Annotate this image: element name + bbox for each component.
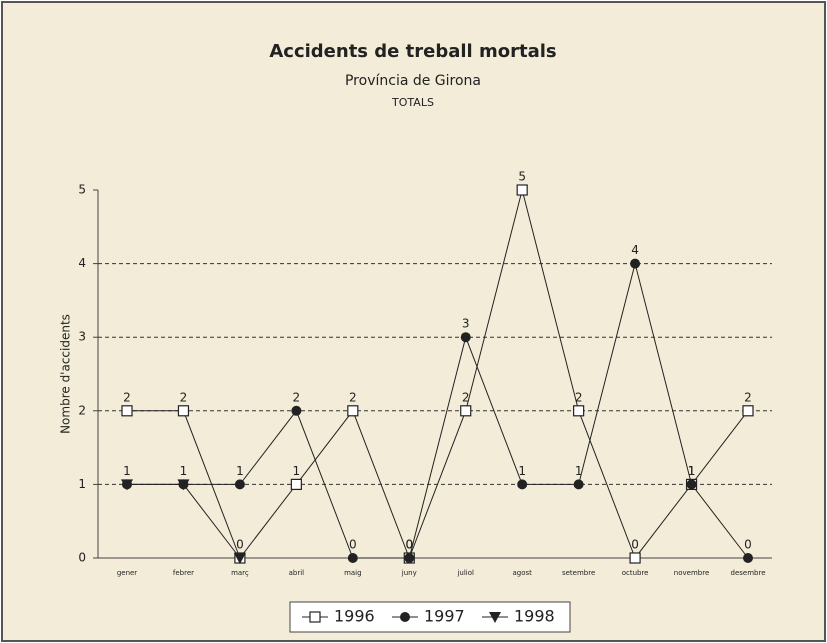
y-tick-label: 0	[78, 551, 86, 565]
marker	[291, 405, 302, 416]
y-tick-label: 3	[78, 330, 86, 344]
data-label: 2	[349, 390, 357, 404]
marker	[489, 612, 501, 623]
marker	[630, 258, 641, 269]
marker	[516, 184, 528, 196]
data-label: 1	[236, 464, 244, 478]
marker	[177, 479, 190, 491]
data-label: 2	[744, 390, 752, 404]
x-tick-label: juny	[401, 569, 417, 577]
chart-subtitle: Província de Girona	[345, 73, 481, 89]
x-tick-label: maig	[344, 569, 362, 577]
data-label: 5	[518, 170, 526, 184]
data-label: 2	[293, 390, 301, 404]
marker	[400, 612, 410, 622]
marker	[121, 479, 133, 491]
marker	[309, 611, 321, 623]
y-tick-label: 1	[78, 477, 86, 491]
data-label: 2	[123, 390, 131, 404]
y-axis-label: Nombre d'accidents	[59, 314, 73, 434]
x-tick-label: octubre	[622, 569, 649, 577]
x-tick-label: novembre	[674, 569, 709, 577]
data-label: 2	[575, 390, 583, 404]
marker	[460, 405, 472, 417]
marker	[121, 405, 133, 417]
marker	[347, 553, 358, 563]
legend-label: 1998	[514, 607, 555, 626]
data-label: 1	[518, 464, 526, 478]
data-label: 1	[688, 464, 696, 478]
marker	[573, 405, 585, 417]
marker	[629, 552, 641, 564]
data-label: 1	[575, 464, 583, 478]
data-label: 0	[631, 538, 639, 552]
marker	[233, 553, 246, 564]
series-line	[127, 263, 749, 559]
x-tick-label: març	[231, 569, 249, 577]
marker	[743, 553, 753, 563]
data-label: 2	[180, 390, 188, 404]
data-label: 2	[462, 390, 470, 404]
data-label: 3	[462, 317, 470, 331]
y-tick-label: 2	[78, 403, 86, 417]
chart-subtitle: TOTALS	[391, 96, 434, 109]
x-tick-label: agost	[512, 569, 532, 577]
data-label: 1	[293, 464, 301, 478]
data-label: 1	[180, 464, 188, 478]
x-tick-label: febrer	[173, 569, 194, 577]
data-label: 0	[405, 538, 413, 552]
x-tick-label: abril	[289, 569, 305, 577]
marker	[347, 405, 359, 417]
marker	[573, 479, 584, 490]
marker	[517, 479, 528, 490]
legend-box	[289, 601, 571, 633]
marker	[234, 479, 245, 490]
marker	[290, 478, 302, 490]
x-tick-label: desembre	[731, 569, 766, 577]
marker	[177, 405, 190, 417]
chart-title: Accidents de treball mortals	[269, 41, 556, 62]
x-tick-label: juliol	[456, 569, 474, 577]
data-label: 0	[744, 538, 752, 552]
marker	[404, 553, 415, 563]
y-tick-label: 4	[78, 256, 86, 270]
legend-label: 1997	[424, 607, 465, 626]
data-label: 0	[405, 538, 413, 552]
y-tick-label: 5	[78, 183, 86, 197]
data-label: 0	[236, 538, 244, 552]
x-tick-label: gener	[117, 569, 137, 577]
data-label: 1	[688, 464, 696, 478]
series-line	[127, 189, 749, 560]
data-label: 4	[631, 243, 639, 257]
data-label: 0	[349, 538, 357, 552]
marker	[742, 405, 754, 417]
legend-label: 1996	[334, 607, 375, 626]
marker	[686, 479, 697, 490]
x-tick-label: setembre	[562, 569, 595, 577]
data-label: 1	[123, 464, 131, 478]
marker	[460, 332, 471, 343]
